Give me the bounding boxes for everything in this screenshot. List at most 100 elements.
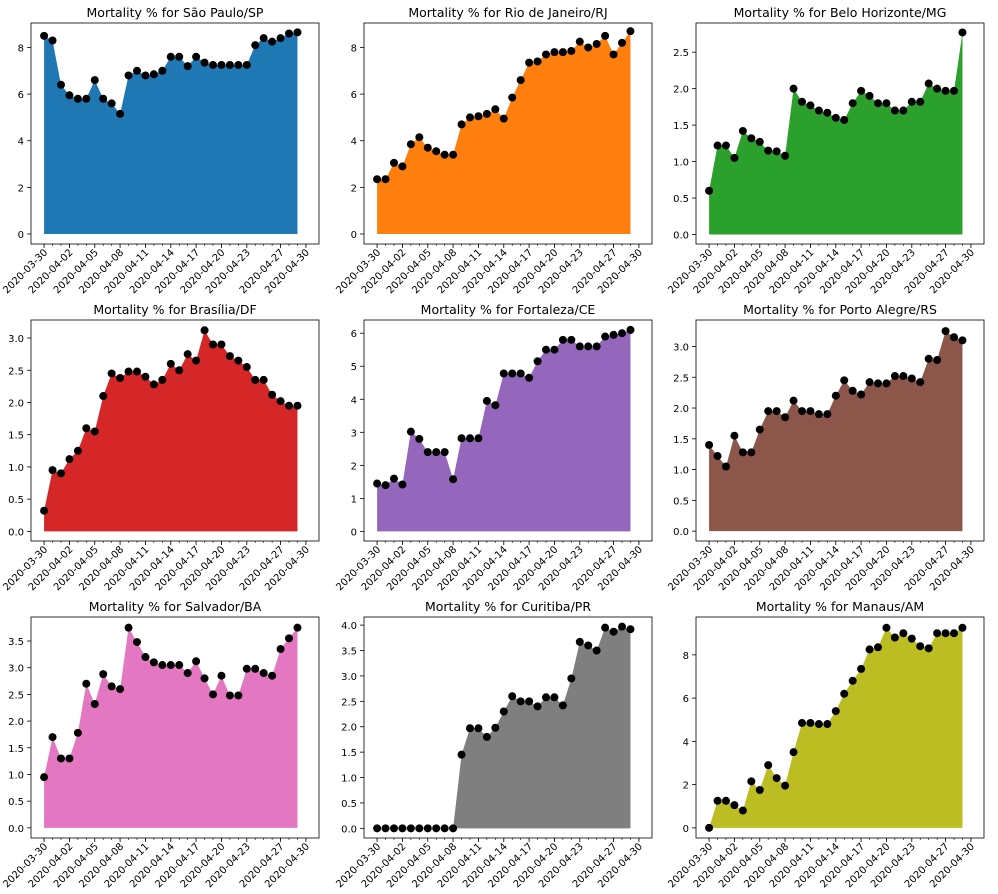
y-tick-label: 2.0	[8, 398, 24, 409]
data-point	[242, 664, 251, 673]
y-tick-label: 0	[18, 230, 24, 241]
y-tick-label: 2.0	[8, 717, 24, 728]
data-point	[491, 723, 500, 732]
data-point	[90, 427, 99, 436]
data-point	[525, 58, 534, 67]
y-tick-label: 6	[351, 329, 357, 340]
data-point	[916, 378, 925, 387]
y-tick-label: 2.0	[673, 404, 689, 415]
data-point	[781, 151, 790, 160]
data-point	[268, 390, 277, 399]
data-point	[747, 777, 756, 786]
area-fill	[44, 330, 298, 532]
data-point	[755, 425, 764, 434]
data-point	[209, 340, 218, 349]
data-point	[848, 676, 857, 685]
data-point	[499, 114, 508, 123]
data-point	[251, 41, 260, 50]
axes-frame	[363, 616, 653, 839]
y-tick-label: 4	[18, 137, 24, 148]
data-point	[276, 397, 285, 406]
data-point	[899, 372, 908, 381]
data-point	[415, 133, 424, 142]
data-point	[175, 52, 184, 61]
data-point	[56, 754, 65, 763]
data-point	[713, 452, 722, 461]
data-point	[626, 27, 635, 36]
data-point	[225, 60, 234, 69]
data-point	[747, 448, 756, 457]
data-point	[285, 401, 294, 410]
data-point	[285, 29, 294, 38]
y-tick-label: 2.5	[673, 373, 689, 384]
data-point	[166, 52, 175, 61]
y-tick-label: 1.5	[673, 121, 689, 132]
area-fill	[44, 32, 298, 234]
data-point	[415, 824, 424, 833]
y-tick-label: 2	[18, 183, 24, 194]
data-point	[234, 60, 243, 69]
data-point	[764, 407, 773, 416]
axes-frame	[363, 22, 653, 245]
data-point	[389, 158, 398, 167]
data-point	[158, 66, 167, 75]
subplot-6: Mortality % for Salvador/BA 0.0 0.5 1.0 1.5 2…	[1, 599, 320, 890]
y-tick-label: 0	[351, 230, 357, 241]
data-point	[738, 126, 747, 135]
data-point	[268, 671, 277, 680]
axes-frame	[695, 319, 985, 542]
axes-frame	[363, 319, 653, 542]
data-point	[432, 448, 441, 457]
data-point	[482, 396, 491, 405]
data-point	[285, 634, 294, 643]
data-point	[73, 728, 82, 737]
data-point	[916, 642, 925, 651]
axes-frame	[695, 616, 985, 839]
y-tick-label: 0	[683, 824, 689, 835]
y-tick-label: 0.0	[673, 527, 689, 538]
data-point	[857, 86, 866, 95]
axes-frame	[30, 616, 320, 839]
subplot-title: Mortality % for Rio de Janeiro/RJ	[408, 5, 607, 20]
data-point	[40, 31, 49, 40]
area-fill	[44, 627, 298, 828]
data-point	[806, 718, 815, 727]
data-point	[116, 685, 125, 694]
y-tick-label: 0.0	[8, 527, 24, 538]
data-point	[209, 60, 218, 69]
data-point	[575, 37, 584, 46]
data-point	[141, 71, 150, 80]
y-tick-label: 1.5	[8, 744, 24, 755]
data-point	[730, 801, 739, 810]
data-point	[56, 469, 65, 478]
area-fill	[377, 31, 631, 234]
y-tick-label: 1.5	[8, 431, 24, 442]
data-point	[609, 50, 618, 59]
y-tick-label: 2.5	[341, 697, 357, 708]
data-point	[601, 332, 610, 341]
data-point	[508, 93, 517, 102]
y-tick-label: 2	[351, 461, 357, 472]
data-point	[217, 60, 226, 69]
y-tick-label: 4	[683, 737, 689, 748]
data-point	[933, 84, 942, 93]
data-point	[941, 86, 950, 95]
area-fill	[377, 329, 631, 532]
data-point	[192, 52, 201, 61]
data-point	[149, 658, 158, 667]
data-point	[618, 38, 627, 47]
data-point	[406, 140, 415, 149]
y-tick-label: 2	[351, 183, 357, 194]
data-point	[542, 50, 551, 59]
subplot-2: Mortality % for Belo Horizonte/MG 0.0 0.5 1…	[666, 5, 985, 296]
data-point	[234, 356, 243, 365]
data-point	[474, 724, 483, 733]
data-point	[626, 625, 635, 634]
y-tick-label: 1.5	[673, 435, 689, 446]
data-point	[149, 70, 158, 79]
y-tick-label: 4.0	[341, 621, 357, 632]
data-point	[200, 326, 209, 335]
data-point	[457, 434, 466, 443]
y-tick-label: 3.0	[8, 334, 24, 345]
y-tick-label: 0.0	[673, 231, 689, 242]
